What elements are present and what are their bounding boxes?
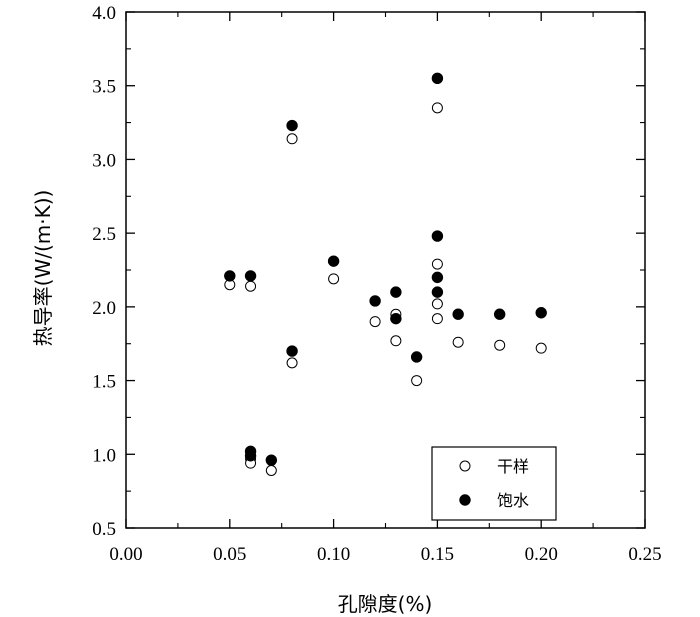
plot-frame [125, 11, 646, 529]
data-point-dry [328, 273, 340, 285]
x-tick-label: 0.15 [421, 544, 454, 565]
legend-label-saturated: 饱水 [497, 491, 529, 510]
data-point-saturated [431, 271, 444, 284]
data-point-saturated [431, 286, 444, 298]
x-tick-label: 0.20 [525, 544, 558, 565]
data-point-dry [286, 133, 298, 145]
legend-marker-saturated [459, 494, 471, 506]
data-points-group [224, 72, 547, 477]
y-tick-label: 4.0 [92, 3, 116, 24]
data-point-dry [431, 258, 443, 270]
data-point-saturated [431, 230, 444, 242]
data-point-saturated [452, 308, 464, 320]
x-axis-label: 孔隙度(%) [338, 592, 433, 616]
y-axis-label: 热导率(W/(m·K)) [31, 190, 55, 347]
data-point-dry [245, 280, 257, 292]
legend-label-dry: 干样 [497, 457, 529, 476]
data-point-saturated [410, 351, 423, 363]
data-point-dry [369, 316, 381, 328]
y-tick-label: 1.5 [92, 372, 116, 393]
x-tick-label: 0.00 [109, 544, 142, 565]
data-point-saturated [493, 308, 506, 320]
data-point-dry [411, 375, 423, 387]
data-point-dry [494, 339, 506, 351]
x-tick-label: 0.05 [213, 544, 246, 565]
y-tick-label: 1.0 [92, 445, 116, 466]
data-point-dry [390, 335, 402, 347]
legend: 干样 饱水 [431, 446, 557, 521]
y-tick-label: 3.0 [92, 150, 116, 171]
data-point-dry [431, 298, 443, 310]
data-point-saturated [265, 454, 278, 466]
data-point-dry [535, 342, 547, 354]
data-point-saturated [244, 450, 257, 462]
data-point-dry [452, 336, 464, 348]
data-point-saturated [286, 345, 298, 357]
y-tick-label: 2.0 [92, 298, 116, 319]
y-tick-label: 3.5 [92, 77, 116, 98]
legend-marker-dry [459, 460, 471, 472]
y-tick-label: 2.5 [92, 224, 116, 245]
data-point-saturated [224, 270, 236, 282]
data-point-saturated [390, 312, 402, 325]
data-point-saturated [327, 255, 340, 267]
data-point-dry [431, 313, 443, 325]
data-point-saturated [431, 72, 444, 85]
data-point-dry [265, 465, 277, 477]
data-point-saturated [369, 295, 381, 307]
x-tick-label: 0.10 [317, 544, 350, 565]
data-point-saturated [244, 270, 257, 282]
data-point-saturated [390, 286, 402, 298]
y-tick-label: 0.5 [92, 519, 116, 540]
data-point-saturated [286, 119, 298, 132]
data-point-dry [431, 102, 443, 114]
legend-box [431, 446, 557, 521]
data-point-saturated [535, 307, 547, 319]
axes-group: 0.00 0.05 0.10 0.15 0.20 0.25 0.5 1.0 1.5 2.0 2.5 3… [92, 3, 661, 565]
x-tick-label: 0.25 [628, 544, 661, 565]
data-point-dry [286, 357, 298, 369]
